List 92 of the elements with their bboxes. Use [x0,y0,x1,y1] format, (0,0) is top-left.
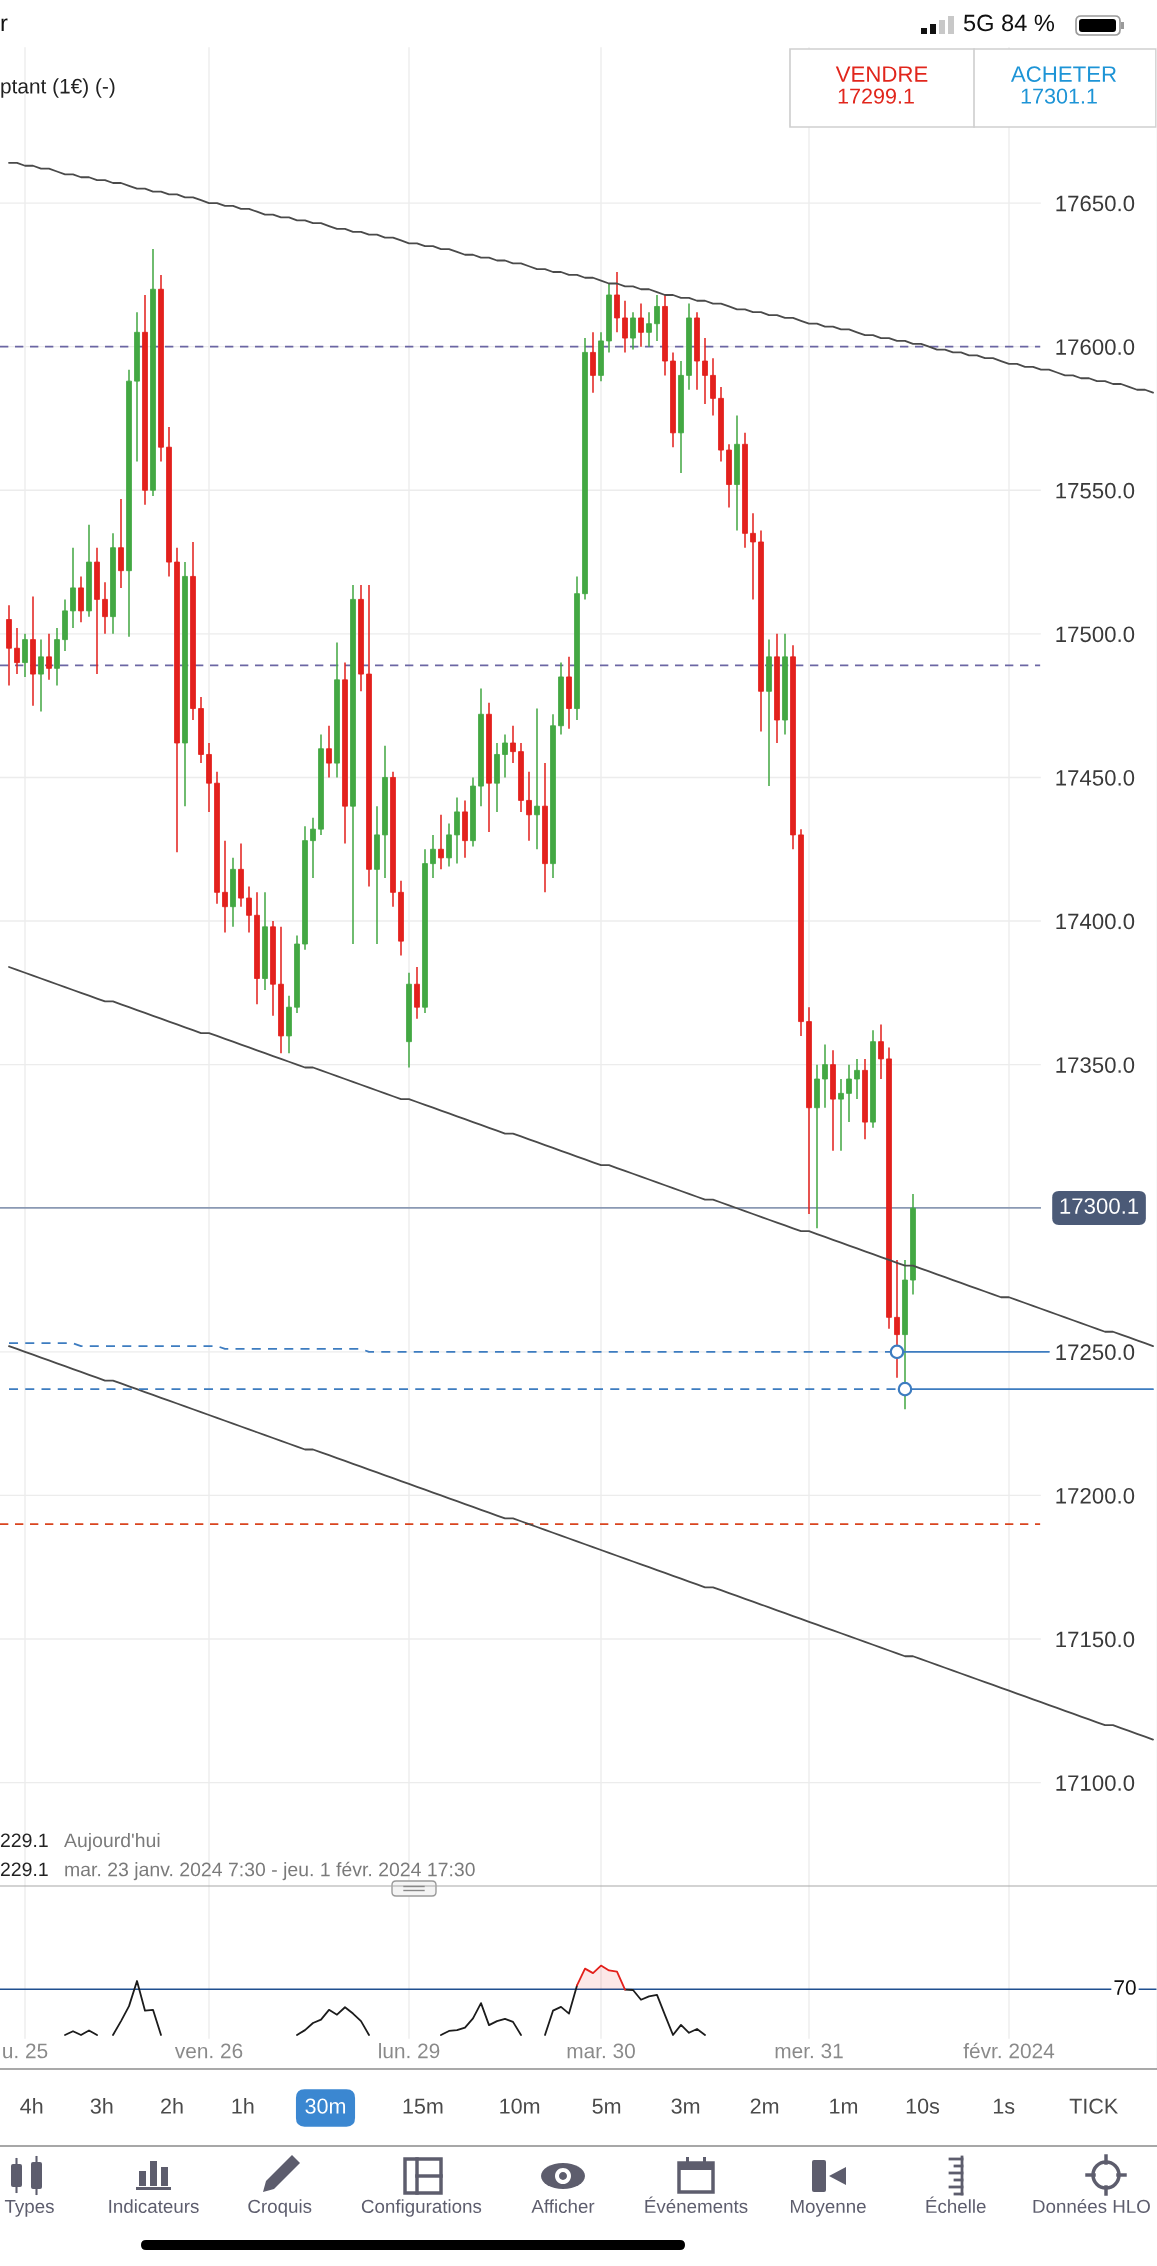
candlestick [654,294,660,342]
text: Croquis [248,2199,312,2217]
y-tick-label: 17450.0 [1056,769,1135,786]
y-tick-label: 17250.0 [1056,1344,1135,1361]
annotation: Aujourd'hui [64,1832,160,1852]
text: Moyenne [790,2199,866,2217]
annotation: mar. 23 janv. 2024 7:30 - jeu. 1 févr. 2024 17:30 [65,1861,475,1881]
x-tick-label: févr. 2024 [963,2042,1055,2059]
y-tick-label: 17350.0 [1056,1057,1135,1073]
annotation: 70 [1114,1980,1136,1995]
annotation: 17299.1 [838,88,914,104]
candlestick [326,724,332,779]
candlestick [46,633,52,681]
candlestick [646,311,652,348]
candlestick [102,581,108,635]
candlestick [502,733,508,779]
candlestick [630,311,636,351]
text: 1s [993,2098,1015,2114]
y-tick-label: 17200.0 [1056,1487,1135,1504]
candlestick [78,575,84,624]
text: 5m [592,2098,621,2114]
candlestick [878,1023,884,1080]
candlestick [310,816,316,879]
text: r [1,18,8,32]
y-tick-label: 17600.0 [1056,339,1135,355]
annotation: 229.1 [0,1833,48,1848]
annotation: 17301.1 [1021,88,1097,104]
text: 2m [750,2098,779,2114]
candlestick [854,1058,860,1100]
text: Configurations [361,2199,482,2217]
candlestick [414,966,420,1020]
y-tick-label: 17550.0 [1056,482,1135,499]
x-tick-label: mar. 30 [567,2043,635,2059]
text: 1m [830,2098,858,2114]
candlestick [510,724,516,764]
text: 15m [403,2098,443,2114]
text: Événements [645,2196,748,2214]
candlestick [846,1063,852,1123]
y-tick-label: 17150.0 [1056,1631,1135,1648]
text: TICK [1069,2098,1118,2114]
candlestick [638,302,644,348]
candlestick [246,885,252,934]
text: Types [4,2199,54,2217]
text: Indicateurs [109,2199,199,2214]
annotation: 229.1 [0,1862,48,1877]
text: 4h [20,2097,43,2114]
candlestick [702,337,708,405]
candlestick [118,498,124,589]
candlestick [526,770,532,842]
candlestick [534,707,540,851]
text: 10s [906,2098,940,2114]
text: 3m [671,2098,700,2114]
y-tick-label: 17500.0 [1056,626,1135,643]
text: 10m [500,2098,540,2114]
text: 30m [305,2098,346,2114]
x-tick-label: lun. 29 [379,2043,440,2059]
line-series [8,1345,1154,1741]
candlestick [894,1259,900,1379]
candlestick [22,633,28,678]
candlestick [710,357,716,417]
annotation: ptant (1€) (-) [1,78,115,98]
candlestick [430,834,436,879]
candlestick [438,814,444,871]
text: 2h [161,2097,183,2114]
x-tick-label: u. 25 [3,2043,48,2059]
y-tick-label: 17100.0 [1056,1775,1135,1791]
text: Afficher [531,2199,595,2214]
candlestick [70,546,76,629]
candlestick [622,299,628,354]
candlestick [822,1043,828,1109]
text: 5G 84 % [963,14,1055,32]
y-tick-label: 17400.0 [1056,913,1135,930]
candlestick [446,822,452,868]
y-tick-label: 17650.0 [1056,195,1135,212]
text: Données HLO [1033,2199,1150,2214]
x-tick-label: ven. 26 [174,2043,243,2059]
candlestick [838,1078,844,1152]
text: 3h [90,2097,113,2114]
candlestick [454,796,460,865]
line-series [8,161,1154,394]
annotation: ACHETER [1010,66,1117,82]
text: 1h [232,2097,254,2114]
candlestick [750,512,756,601]
x-tick-label: mer. 31 [775,2043,843,2059]
candlestick [222,839,228,934]
ref-line-label: 17300.1 [1060,1198,1139,1214]
candlestick [614,271,620,334]
candlestick [14,627,20,675]
candlestick [38,638,44,713]
candlestick [590,331,596,394]
annotation: VENDRE [835,66,928,82]
text: Échelle [926,2196,986,2214]
